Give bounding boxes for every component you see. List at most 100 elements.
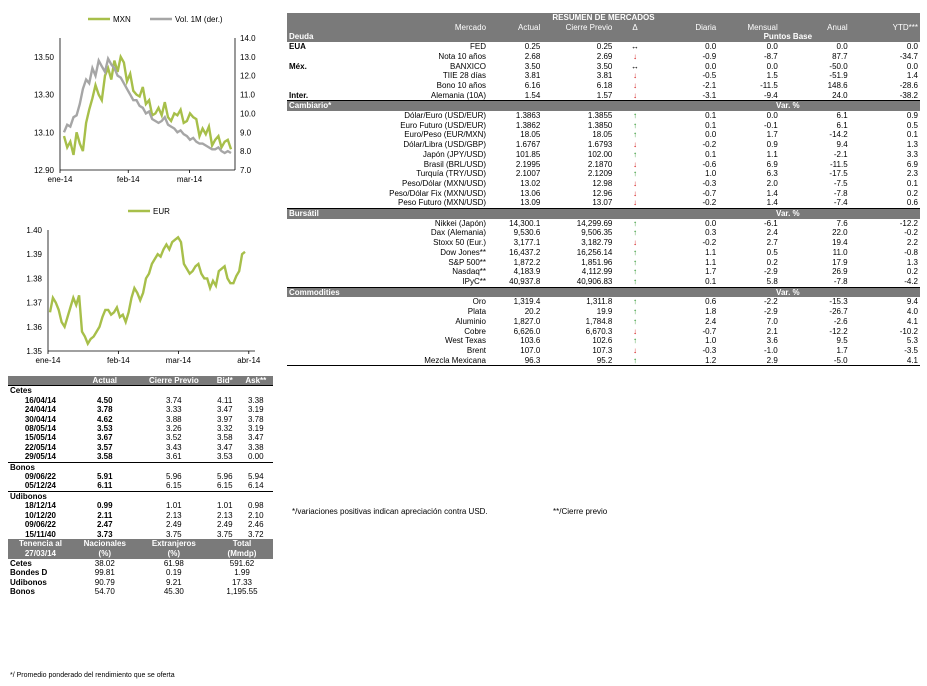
mensual-value: 1.4 (718, 198, 780, 210)
diaria-value: -0.2 (655, 198, 719, 210)
tenencia-extranjeros: 61.98 (163, 558, 184, 568)
anual-value: 6.1 (836, 120, 848, 130)
actual-value: 2.47 (96, 520, 113, 530)
diaria-value: 1.2 (655, 355, 719, 367)
group-header: Bonos (8, 461, 273, 473)
row-group (287, 150, 327, 160)
diaria-value: -3.1 (655, 90, 719, 102)
row-group (287, 189, 327, 199)
header-empty (8, 376, 73, 386)
ytd-value: -4.2 (849, 276, 920, 288)
right-footnote-2: **/Cierre previo (553, 507, 608, 516)
ask-value: 3.38 (248, 442, 264, 452)
ytd-value: 0.9 (906, 111, 918, 121)
table-row: IPyC** 40,937.8 40,906.83 ↑ 0.1 5.8 -7.8 -4.2 (287, 276, 920, 288)
table-row: Inter. Alemania (10A) 1.54 1.57 ↓ -3.1 -9.4 24.… (287, 90, 920, 102)
diaria-value: -0.6 (702, 159, 717, 169)
down-arrow-icon: ↓ (633, 51, 637, 61)
cierre-value: 0.25 (596, 42, 613, 52)
down-arrow-icon: ↓ (633, 326, 637, 336)
tenencia-row: Cetes 38.02 61.98 591.62 (8, 559, 273, 568)
market-name: Euro Futuro (USD/EUR) (400, 120, 487, 130)
row-group (287, 355, 328, 367)
diaria-value: 1.8 (705, 307, 717, 317)
instrument-date: 10/12/20 (24, 510, 56, 520)
ask-value: 3.38 (248, 395, 264, 405)
diaria-value: 1.1 (705, 247, 717, 257)
tenencia-nacionales: 54.70 (94, 587, 115, 597)
ytd-value: 1.4 (906, 71, 918, 81)
col-bid: Bid* (210, 376, 239, 386)
y-tick-label: 1.35 (26, 347, 42, 356)
actual-value: 1,319.4 (513, 297, 541, 307)
cierre-value: 2.1870 (587, 159, 613, 169)
tenencia-nacionales: 99.81 (94, 568, 115, 578)
ytd-value: 0.5 (906, 120, 918, 130)
anual-value: 19.4 (832, 238, 848, 248)
series-line-vol (62, 55, 232, 155)
row-group (287, 258, 327, 268)
table-row: Dólar/Euro (USD/EUR) 1.3863 1.3855 ↑ 0.1 0.0 6… (287, 111, 920, 121)
row-group: EUA (289, 42, 306, 52)
table-row: Peso Futuro (MXN/USD) 13.09 13.07 ↓ -0.2 1.4-… (287, 198, 920, 210)
cierre-value: 2.69 (596, 51, 613, 61)
tenencia-nacionales: 38.02 (94, 558, 115, 568)
table-row: 18/12/14 0.99 1.01 1.01 0.98 (8, 501, 273, 510)
tenencia-col-date: Tenencia al 27/03/14 (8, 538, 73, 559)
eur-chart: 1.35 1.36 1.37 1.38 1.39 1.40 ene-14 feb-14 mar-… (26, 207, 260, 365)
cierre-value: 3.75 (166, 529, 182, 539)
y-tick-label: 13.10 (34, 128, 55, 137)
anual-value: -7.8 (833, 188, 848, 198)
tenencia-name: Cetes (10, 558, 32, 568)
section-unit: Puntos Base (655, 32, 920, 43)
tenencia-name: Bonos (10, 587, 35, 597)
actual-value: 1.6767 (515, 140, 541, 150)
mensual-value: -8.7 (763, 51, 778, 61)
row-group (287, 248, 327, 258)
section-unit: Var. % (655, 208, 920, 219)
tenencia-total: 1.99 (234, 568, 250, 578)
market-name: Peso Futuro (MXN/USD) (327, 198, 489, 210)
ytd-value: -38.2 (849, 90, 920, 102)
bid-value: 1.01 (217, 501, 233, 511)
ask-value: 3.47 (248, 433, 264, 443)
actual-value: 4,183.9 (513, 267, 541, 277)
anual-value: -2.1 (833, 149, 848, 159)
cierre-value: 19.9 (596, 307, 613, 317)
anual-value: 17.9 (832, 257, 848, 267)
actual-value: 0.25 (524, 42, 541, 52)
instrument-date: 08/05/14 (24, 424, 56, 434)
table-row: 30/04/14 4.62 3.88 3.97 3.78 (8, 415, 273, 424)
row-group (287, 81, 327, 91)
down-arrow-icon: ↓ (633, 345, 637, 355)
row-group (287, 111, 327, 121)
ytd-value: 0.0 (906, 61, 918, 71)
table-row: 15/11/40 3.73 3.75 3.75 3.72 (8, 530, 273, 539)
actual-value: 13.06 (520, 188, 541, 198)
diaria-value: 2.4 (705, 316, 717, 326)
col-ytd: YTD*** (849, 22, 920, 33)
row-group (287, 130, 327, 140)
ytd-value: 2.2 (906, 238, 918, 248)
market-name: Nikkei (Japón) (434, 218, 487, 228)
mensual-value: 6.3 (766, 169, 778, 179)
anual-value: 22.0 (832, 228, 848, 238)
actual-value: 3.73 (96, 529, 113, 539)
table-row: Cobre 6,626.0 6,670.3 ↓ -0.7 2.1 -12.2 -10.2 (287, 327, 920, 337)
tenencia-col-nacionales: Nacionales (%) (72, 538, 137, 559)
y-tick-label: 1.36 (26, 323, 42, 332)
group-name: Bonos (8, 461, 273, 473)
actual-value: 107.0 (520, 345, 541, 355)
y-tick-label: 13.50 (34, 53, 55, 62)
market-name: Oro (472, 297, 487, 307)
diaria-value: -2.1 (702, 80, 717, 90)
cierre-value: 3.61 (166, 452, 182, 462)
diaria-value: -0.7 (702, 188, 717, 198)
diaria-value: -0.3 (702, 345, 717, 355)
ytd-value: 0.1 (906, 178, 918, 188)
cierre-value: 102.00 (587, 149, 613, 159)
section-unit: Var. % (655, 100, 920, 112)
anual-value: -51.9 (829, 71, 848, 81)
diaria-value: -0.2 (702, 238, 717, 248)
mensual-value: 2.4 (766, 228, 778, 238)
